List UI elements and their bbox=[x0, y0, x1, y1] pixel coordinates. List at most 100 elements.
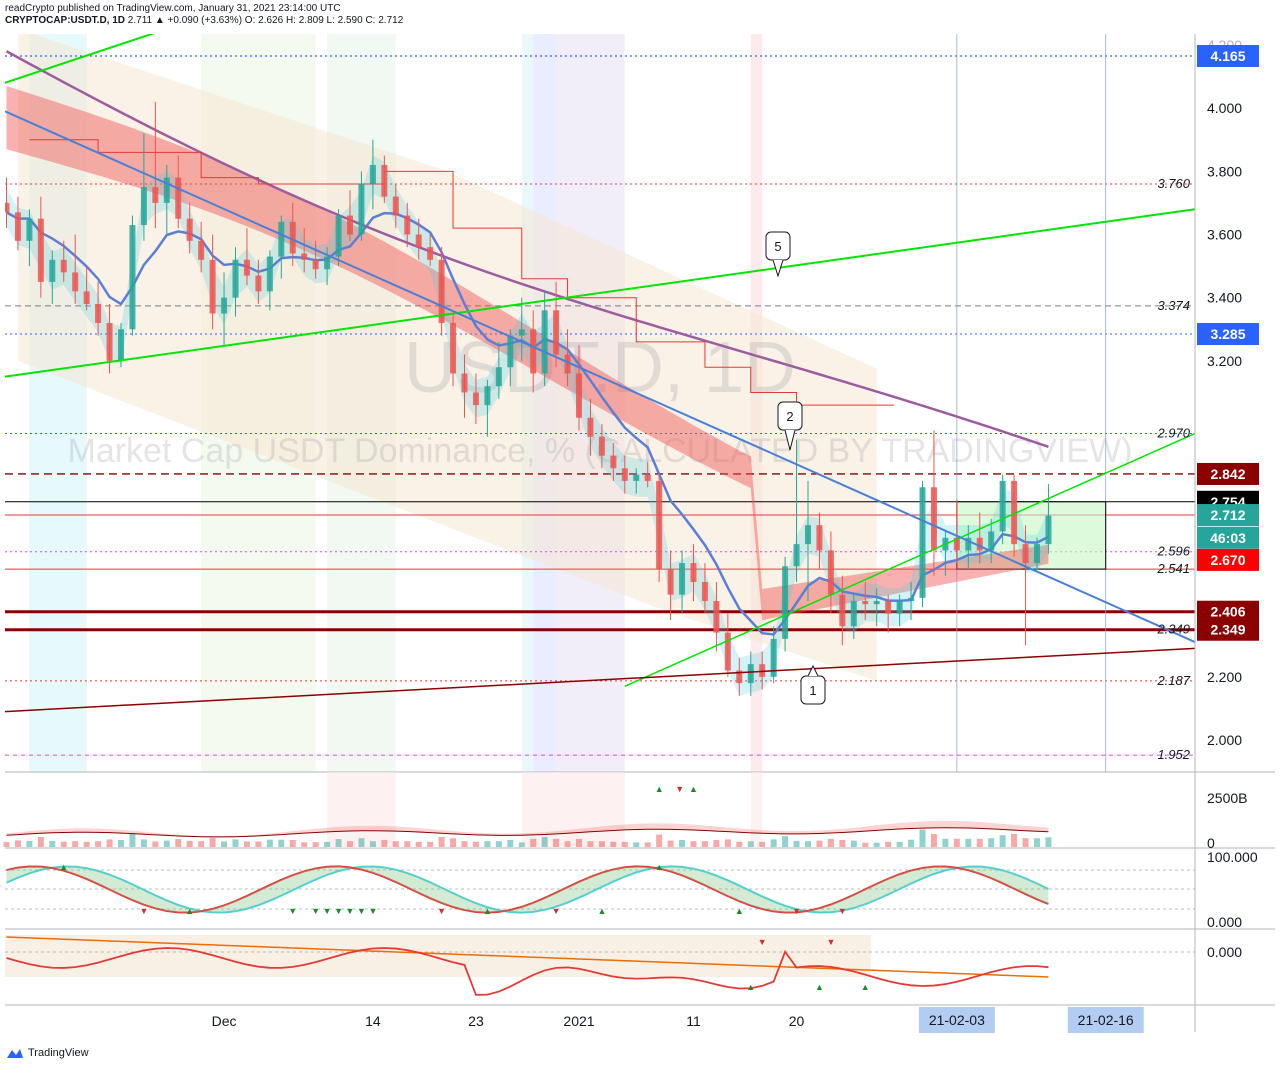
volume-bar bbox=[415, 841, 422, 847]
candle-body bbox=[175, 177, 182, 219]
volume-bar bbox=[198, 841, 205, 847]
osc-red-line bbox=[6, 865, 1049, 914]
candle bbox=[965, 525, 972, 570]
candle-body bbox=[850, 600, 857, 627]
candle bbox=[1011, 474, 1018, 557]
volume-bar bbox=[988, 838, 995, 847]
trendline-green-mid bbox=[5, 208, 1195, 378]
candle-body bbox=[587, 417, 594, 437]
candle bbox=[576, 345, 582, 431]
volume-bar bbox=[690, 841, 697, 847]
volume-bar bbox=[369, 841, 376, 847]
candle-body bbox=[724, 632, 731, 671]
candle-body bbox=[49, 259, 56, 282]
volume-bar bbox=[140, 839, 147, 847]
volume-bar bbox=[976, 838, 983, 847]
volume-bar bbox=[862, 842, 869, 847]
candle bbox=[656, 474, 663, 583]
candle bbox=[713, 582, 720, 652]
candle-body bbox=[965, 537, 972, 551]
candle-body bbox=[839, 594, 846, 627]
trendline-green-top bbox=[5, 34, 155, 84]
candle bbox=[129, 215, 136, 336]
candle-body bbox=[381, 164, 388, 197]
tradingview-brand: TradingView bbox=[28, 1047, 89, 1059]
candle-body bbox=[472, 392, 479, 406]
candle bbox=[839, 575, 846, 646]
candle bbox=[736, 657, 743, 696]
price-tick: 4.000 bbox=[1207, 100, 1242, 116]
publisher-line: readCrypto published on TradingView.com,… bbox=[5, 3, 341, 14]
candle-body bbox=[553, 310, 560, 355]
wave-label-5: 5 bbox=[765, 231, 791, 278]
candle-body bbox=[816, 525, 823, 551]
candle-body bbox=[701, 582, 708, 601]
volume-bar bbox=[3, 842, 10, 847]
volume-bar bbox=[72, 841, 79, 847]
osc2-signal-arrow: ▲ bbox=[746, 982, 755, 992]
candle bbox=[999, 474, 1006, 545]
osc-signal-arrow: ▲ bbox=[597, 906, 606, 916]
volume-bar bbox=[438, 837, 445, 847]
volume-bar bbox=[667, 840, 674, 847]
candle bbox=[14, 196, 21, 251]
osc2-orange-line bbox=[6, 936, 1049, 978]
candle bbox=[988, 518, 995, 564]
candle-body bbox=[209, 259, 216, 314]
candle-body bbox=[805, 525, 811, 545]
tradingview-logo[interactable]: TradingView bbox=[6, 1045, 89, 1061]
price-tag: 3.285 bbox=[1197, 323, 1259, 346]
volume-bar bbox=[724, 839, 731, 847]
price-tag-bg bbox=[1197, 618, 1259, 641]
volume-cloud bbox=[6, 820, 1049, 837]
candle bbox=[553, 281, 560, 368]
trendline-blue-descending bbox=[5, 110, 1195, 643]
price-tag-text: 2.842 bbox=[1210, 466, 1245, 482]
candle-body bbox=[530, 329, 537, 374]
candle bbox=[438, 247, 445, 336]
candle bbox=[255, 259, 262, 305]
candle bbox=[175, 155, 182, 229]
volume-bar bbox=[381, 840, 388, 847]
candle-body bbox=[140, 187, 147, 226]
volume-bar bbox=[347, 841, 353, 847]
price-tick: 3.600 bbox=[1207, 227, 1242, 243]
osc-signal-arrow: ▼ bbox=[346, 906, 355, 916]
osc-axis-label: 100.000 bbox=[1207, 849, 1258, 865]
candle bbox=[312, 240, 319, 279]
price-tick: 2.000 bbox=[1207, 732, 1242, 748]
candle-body bbox=[930, 487, 937, 551]
volume-bar bbox=[1045, 837, 1052, 847]
candle bbox=[209, 234, 216, 330]
candle-body bbox=[221, 297, 228, 314]
candle-body bbox=[782, 566, 789, 639]
candle bbox=[289, 202, 296, 267]
volume-bar bbox=[221, 841, 228, 847]
candle-body bbox=[312, 259, 319, 270]
candle-body bbox=[667, 569, 674, 595]
candle-body bbox=[243, 259, 250, 276]
price-tag-text: 2.349 bbox=[1210, 622, 1245, 638]
level-label: 3.760 bbox=[1157, 176, 1190, 191]
candle-body bbox=[885, 600, 892, 614]
time-label: 23 bbox=[468, 1013, 484, 1029]
price-tag: 2.842 bbox=[1197, 462, 1259, 485]
candle-body bbox=[610, 455, 617, 469]
volume-bar bbox=[26, 840, 33, 847]
candle-body bbox=[747, 664, 754, 684]
volume-bar bbox=[576, 838, 582, 847]
candle bbox=[724, 613, 731, 677]
candle bbox=[427, 234, 434, 267]
candle bbox=[827, 531, 834, 614]
candle-body bbox=[60, 259, 67, 273]
osc-axis-label: 0.000 bbox=[1207, 914, 1242, 930]
candle bbox=[690, 544, 697, 601]
candle-body bbox=[976, 537, 983, 551]
volume-bar bbox=[656, 834, 663, 847]
volume-band bbox=[750, 772, 763, 848]
time-label: 14 bbox=[365, 1013, 381, 1029]
candle bbox=[72, 234, 79, 305]
price-tag: 2.406 bbox=[1197, 600, 1259, 623]
price-tag: 4.165 bbox=[1197, 45, 1259, 67]
